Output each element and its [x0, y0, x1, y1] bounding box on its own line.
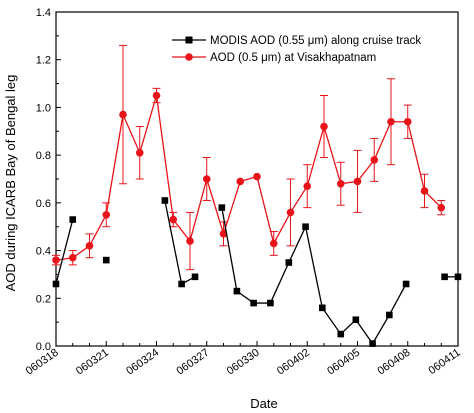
- y-tick-label: 0.4: [36, 246, 51, 258]
- y-tick-label: 0.8: [36, 150, 51, 162]
- visakhapatnam-point: [420, 187, 429, 195]
- visakhapatnam-point: [152, 91, 161, 100]
- legend: MODIS AOD (0.55 μm) along cruise track A…: [172, 35, 421, 64]
- legend-modis-marker: [185, 36, 193, 44]
- modis-point: [402, 280, 410, 288]
- series-layer: [52, 44, 462, 347]
- visakhapatnam-point: [253, 172, 261, 181]
- x-tick-label: 060408: [376, 347, 413, 378]
- x-tick-label: 060324: [124, 347, 161, 378]
- modis-point: [218, 204, 226, 211]
- series-visakhapatnam: [52, 44, 446, 271]
- modis-line-segment: [55, 219, 74, 285]
- visakhapatnam-line: [55, 95, 442, 261]
- modis-line-segment: [221, 207, 407, 345]
- visakhapatnam-point: [370, 156, 379, 164]
- modis-point: [441, 273, 448, 281]
- modis-point: [102, 256, 110, 264]
- modis-point: [69, 216, 77, 223]
- y-tick-label: 1.2: [36, 55, 51, 67]
- visakhapatnam-point: [236, 177, 245, 186]
- visakhapatnam-point: [68, 253, 77, 262]
- visakhapatnam-point: [387, 117, 395, 126]
- x-tick-label: 060405: [325, 347, 362, 378]
- modis-point: [161, 197, 169, 204]
- modis-point: [369, 340, 376, 347]
- visakhapatnam-point: [135, 148, 144, 157]
- modis-point: [302, 223, 309, 231]
- y-tick-label: 0.2: [36, 293, 51, 305]
- visakhapatnam-point: [219, 230, 228, 238]
- visakhapatnam-point: [336, 179, 345, 188]
- visakhapatnam-point: [269, 239, 278, 248]
- visakhapatnam-point: [403, 117, 412, 126]
- modis-point: [454, 273, 462, 281]
- visakhapatnam-point: [102, 210, 111, 219]
- y-tick-label: 1.0: [36, 102, 51, 114]
- modis-point: [52, 280, 60, 288]
- visakhapatnam-point: [353, 177, 362, 186]
- modis-point: [191, 273, 199, 281]
- legend-modis-label: MODIS AOD (0.55 μm) along cruise track: [210, 35, 421, 47]
- x-tick-label: 060330: [225, 347, 262, 378]
- visakhapatnam-point: [286, 208, 295, 217]
- visakhapatnam-point: [52, 256, 60, 264]
- visakhapatnam-point: [202, 175, 211, 183]
- y-axis-ticks: 0.0 0.2 0.4 0.6 0.8 1.0 1.2 1.4: [36, 7, 61, 353]
- visakhapatnam-point: [303, 182, 312, 190]
- x-tick-label: 060321: [74, 347, 111, 378]
- visakhapatnam-point: [320, 122, 328, 131]
- y-tick-label: 0.6: [36, 198, 51, 210]
- y-axis-title: AOD during ICARB Bay of Bengal leg: [3, 75, 18, 292]
- modis-point: [285, 259, 293, 266]
- modis-point: [178, 280, 185, 288]
- visakhapatnam-point: [186, 237, 194, 245]
- visakhapatnam-point: [437, 203, 446, 212]
- modis-point: [337, 330, 345, 338]
- x-axis-title: Date: [250, 396, 277, 411]
- visakhapatnam-point: [169, 215, 178, 224]
- y-tick-label: 0.0: [36, 341, 51, 353]
- modis-point: [352, 316, 360, 324]
- visakhapatnam-point: [85, 242, 94, 250]
- series-modis: [52, 197, 462, 347]
- legend-visakhapatnam-label: AOD (0.5 μm) at Visakhapatnam: [210, 52, 376, 64]
- modis-point: [233, 287, 241, 295]
- legend-visakhapatnam-marker: [185, 53, 193, 61]
- y-tick-label: 1.4: [36, 7, 51, 19]
- x-tick-label: 060411: [426, 347, 462, 377]
- modis-point: [386, 311, 393, 319]
- visakhapatnam-point: [119, 110, 127, 119]
- x-tick-label: 060402: [275, 347, 312, 378]
- modis-point: [319, 304, 326, 312]
- x-tick-label: 060327: [175, 347, 212, 378]
- modis-point: [250, 299, 257, 307]
- modis-point: [267, 299, 274, 307]
